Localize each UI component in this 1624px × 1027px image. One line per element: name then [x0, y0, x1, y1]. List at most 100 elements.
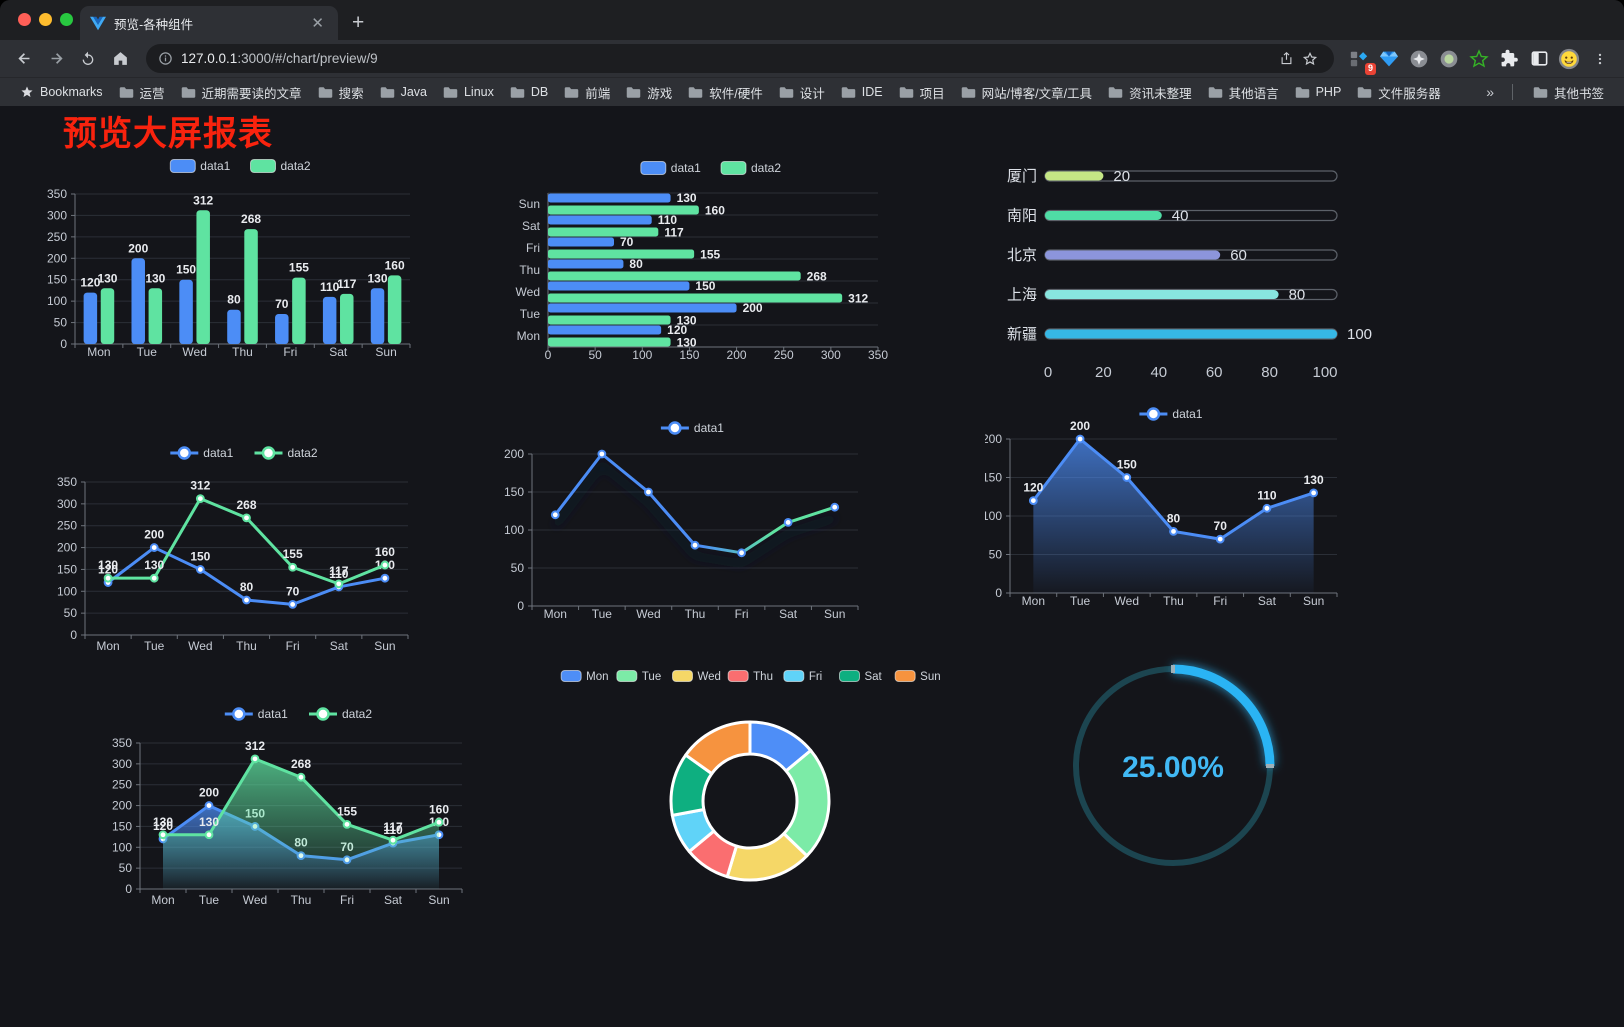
extension-devtools-icon[interactable]: 9 — [1346, 46, 1376, 75]
browser-tab[interactable]: 预览-各种组件 ✕ — [80, 6, 338, 40]
series-data1[interactable]: 120 200 150 80 70 110 130 — [1023, 419, 1324, 593]
profile-avatar-emoji[interactable] — [1556, 46, 1582, 72]
bar-data1-sun[interactable] — [370, 288, 385, 344]
bookmark-folder[interactable]: 设计 — [771, 80, 833, 105]
bar-data2-sat[interactable] — [340, 293, 354, 344]
other-bookmarks-folder[interactable]: 其他书签 — [1525, 80, 1612, 105]
bar-data2-thu[interactable] — [244, 229, 258, 344]
extension-wheel-icon[interactable] — [1406, 46, 1432, 72]
hbar-data2-thu[interactable] — [548, 271, 801, 281]
series-data1[interactable]: 120 200 150 80 70 110 130 — [98, 528, 395, 609]
gradient-line-chart[interactable]: 0 50 100 150 200 Mon Tue Wed Thu Fri Sat Sun data1 — [500, 411, 895, 641]
dual-area-chart[interactable]: 0 50 100 150 200 250 300 350 Mon Tue Wed Thu Fri Sat S… — [100, 696, 490, 924]
bar-data1-tue[interactable] — [131, 258, 145, 344]
bookmark-folder[interactable]: 其他语言 — [1200, 80, 1287, 105]
bookmark-folder[interactable]: 资讯未整理 — [1100, 80, 1200, 105]
hbar-data1-mon[interactable] — [548, 325, 662, 335]
bar-data2-tue[interactable] — [148, 288, 163, 344]
hbar-data1-wed[interactable] — [548, 281, 690, 291]
bookmark-folder[interactable]: 项目 — [891, 80, 953, 105]
progress-row-1[interactable]: 南阳 40 — [1007, 208, 1338, 225]
back-button[interactable] — [10, 45, 38, 73]
hbar-data2-mon[interactable] — [548, 337, 671, 347]
zoom-window-button[interactable] — [60, 13, 73, 26]
hbar-data1-thu[interactable] — [548, 259, 624, 269]
legend-item-thu[interactable]: Thu — [727, 670, 773, 684]
hbar-data1-sun[interactable] — [548, 193, 671, 203]
extension-dot-icon[interactable] — [1436, 46, 1462, 72]
bookmark-folder[interactable]: 前端 — [556, 80, 618, 105]
bookmark-folder[interactable]: 软件/硬件 — [680, 80, 770, 105]
progress-row-0[interactable]: 厦门 20 — [1007, 168, 1338, 185]
legend-item-wed[interactable]: Wed — [672, 670, 721, 684]
bar-data1-thu[interactable] — [227, 309, 241, 344]
hbar-data1-sat[interactable] — [548, 215, 652, 225]
bar-data1-wed[interactable] — [179, 279, 193, 344]
bookmark-folder[interactable]: 搜索 — [310, 80, 372, 105]
grouped-bar-chart[interactable]: 0 50 100 150 200 250 300 350 Mon Tue Wed Thu Fri Sat S… — [40, 151, 440, 371]
bookmark-folder[interactable]: 近期需要读的文章 — [173, 80, 310, 105]
series-data2[interactable]: 130 130 312 268 155 117 160 — [98, 479, 395, 589]
progress-row-2[interactable]: 北京 60 — [1007, 247, 1338, 264]
hbar-data2-tue[interactable] — [548, 315, 671, 325]
new-tab-button[interactable]: + — [352, 11, 365, 34]
bookmark-folder[interactable]: Java — [372, 82, 435, 102]
bar-data1-mon[interactable] — [83, 292, 98, 344]
site-info-icon[interactable] — [158, 51, 173, 66]
bar-data1-fri[interactable] — [275, 314, 289, 344]
reload-button[interactable] — [74, 45, 102, 73]
legend-item-data1[interactable]: data1 — [660, 421, 724, 435]
legend-item-data1[interactable]: data1 — [170, 446, 234, 460]
hbar-data2-sat[interactable] — [548, 227, 659, 237]
progress-bar-chart[interactable]: 厦门 20 南阳 40 北京 60 上海 80 新疆 100 0 20 40 60 80 100 — [980, 151, 1380, 399]
dual-line-chart[interactable]: 0 50 100 150 200 250 300 350 Mon Tue Wed Thu Fri Sat S… — [45, 436, 430, 664]
legend-item-data1[interactable]: data1 — [640, 161, 701, 175]
hbar-data2-sun[interactable] — [548, 205, 699, 215]
bookmarks-manager-item[interactable]: Bookmarks — [12, 82, 111, 102]
bookmark-folder[interactable]: DB — [502, 82, 556, 102]
bookmark-folder[interactable]: 运营 — [111, 80, 173, 105]
tab-close-icon[interactable]: ✕ — [311, 14, 324, 32]
legend-item-data1[interactable]: data1 — [1139, 407, 1203, 421]
horizontal-bar-chart[interactable]: 0 50 100 150 200 250 300 350 Mon 120 130 Tue 200 130 W… — [500, 151, 900, 376]
extensions-puzzle-icon[interactable] — [1496, 46, 1522, 72]
forward-button[interactable] — [42, 45, 70, 73]
legend-item-mon[interactable]: Mon — [560, 670, 609, 684]
home-button[interactable] — [106, 45, 134, 73]
gauge-chart[interactable]: 25.00% — [1055, 654, 1305, 889]
series-data1[interactable] — [550, 449, 840, 558]
legend-item-data2[interactable]: data2 — [720, 161, 781, 175]
bookmark-folder[interactable]: Linux — [435, 82, 502, 102]
share-icon[interactable] — [1274, 47, 1298, 71]
area-line-chart[interactable]: 0 50 100 150 200 Mon Tue Wed Thu Fri Sat Sun 120 200 1… — [982, 401, 1370, 623]
legend-item-sun[interactable]: Sun — [894, 670, 941, 684]
menu-kebab-icon[interactable] — [1586, 45, 1614, 73]
hbar-data1-fri[interactable] — [548, 237, 614, 247]
pie-slice-sun[interactable] — [684, 720, 752, 776]
legend-item-data2[interactable]: data2 — [254, 446, 318, 460]
bookmark-folder[interactable]: IDE — [833, 82, 891, 102]
side-panel-icon[interactable] — [1526, 46, 1552, 72]
hbar-data2-fri[interactable] — [548, 249, 695, 259]
legend-item-data2[interactable]: data2 — [250, 159, 311, 173]
bookmarks-overflow-chevron[interactable]: » — [1486, 84, 1494, 100]
minimize-window-button[interactable] — [39, 13, 52, 26]
legend-item-fri[interactable]: Fri — [783, 670, 822, 684]
hbar-data1-tue[interactable] — [548, 303, 737, 313]
legend-item-data2[interactable]: data2 — [309, 707, 372, 721]
donut-chart[interactable]: Mon Tue Wed Thu Fri Sat Sun — [550, 651, 950, 943]
bar-data2-sun[interactable] — [387, 275, 402, 344]
bookmark-folder[interactable]: 文件服务器 — [1349, 80, 1449, 105]
bookmark-folder[interactable]: 网站/博客/文章/工具 — [953, 80, 1100, 105]
bar-data2-wed[interactable] — [196, 210, 210, 344]
series-data2[interactable]: 130 130 312 268 155 117 160 — [153, 739, 449, 889]
bar-data2-mon[interactable] — [100, 288, 115, 344]
bookmark-folder[interactable]: PHP — [1287, 82, 1350, 102]
progress-row-3[interactable]: 上海 80 — [1007, 287, 1338, 304]
legend-item-data1[interactable]: data1 — [224, 707, 288, 721]
legend-item-tue[interactable]: Tue — [616, 670, 661, 684]
close-window-button[interactable] — [18, 13, 31, 26]
url-bar[interactable]: 127.0.0.1:3000/#/chart/preview/9 — [146, 44, 1334, 73]
progress-row-4[interactable]: 新疆 100 — [1007, 326, 1372, 343]
bookmark-star-icon[interactable] — [1298, 47, 1322, 71]
